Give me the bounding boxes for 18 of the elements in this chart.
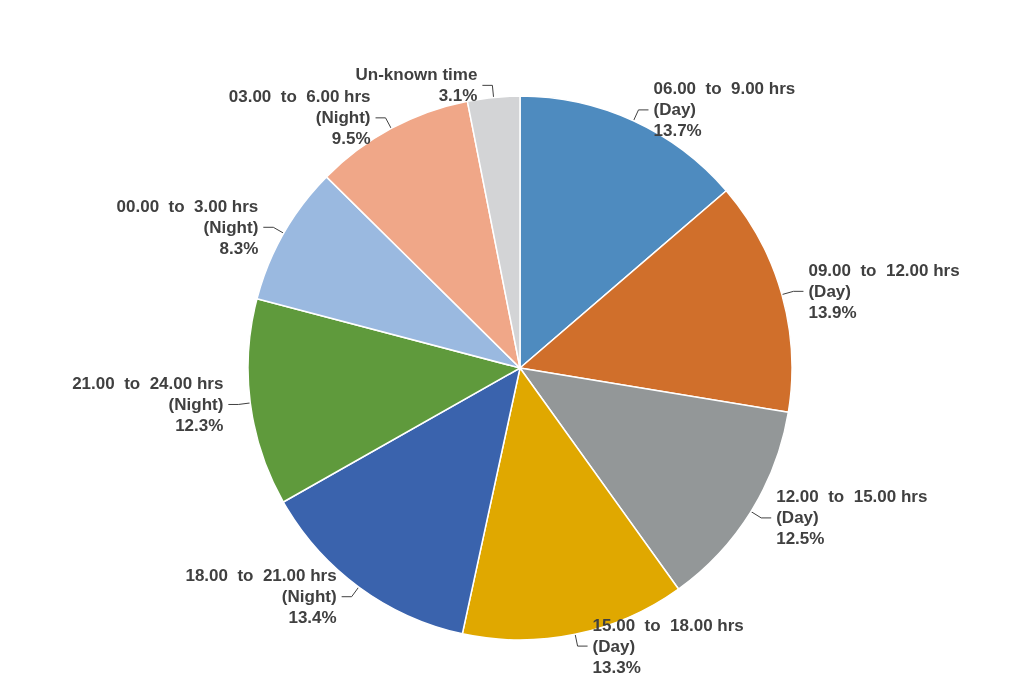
data-label: 12.3% bbox=[175, 415, 224, 435]
data-label: 13.3% bbox=[592, 657, 641, 677]
slice-label: 06.00 to 9.00 hrs (Day) bbox=[653, 79, 796, 120]
slice-label: 03.00 to 6.00 hrs (Night) bbox=[228, 87, 371, 128]
data-label: 8.3% bbox=[219, 238, 259, 258]
slice-label: 18.00 to 21.00 hrs (Night) bbox=[185, 566, 337, 607]
data-label: 13.7% bbox=[653, 121, 702, 141]
data-label: 13.4% bbox=[288, 608, 337, 628]
data-label: 12.5% bbox=[776, 529, 825, 549]
slice-label: Un-known time bbox=[355, 65, 478, 85]
slice-label: 09.00 to 12.00 hrs (Day) bbox=[808, 260, 960, 301]
data-label: 13.9% bbox=[808, 302, 857, 322]
data-label: 9.5% bbox=[331, 129, 371, 149]
slice-label: 15.00 to 18.00 hrs (Day) bbox=[592, 615, 744, 656]
slice-label: 00.00 to 3.00 hrs (Night) bbox=[116, 196, 259, 237]
slice-label: 21.00 to 24.00 hrs (Night) bbox=[72, 373, 224, 414]
slice-label: 12.00 to 15.00 hrs (Day) bbox=[776, 487, 928, 528]
data-label: 3.1% bbox=[438, 86, 478, 106]
